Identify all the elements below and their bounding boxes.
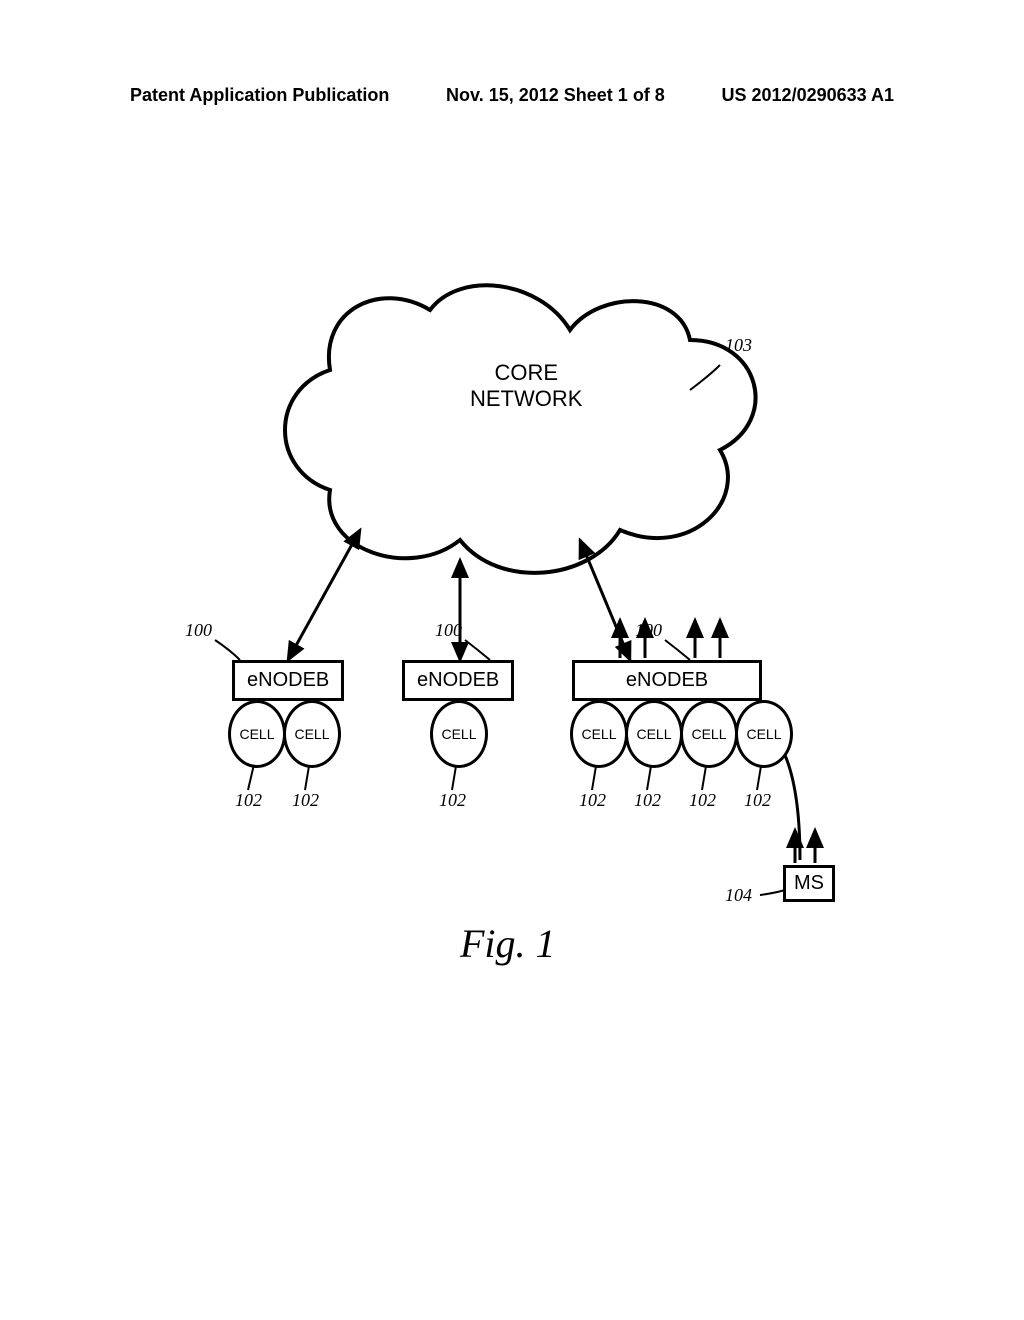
cell-ref-4: 102 bbox=[579, 790, 606, 811]
page-header: Patent Application Publication Nov. 15, … bbox=[0, 85, 1024, 106]
cloud-label-line1: CORE bbox=[494, 360, 558, 385]
network-diagram: CORE NETWORK 103 bbox=[180, 300, 880, 950]
cell-label-4: CELL bbox=[581, 726, 616, 742]
cloud-shape bbox=[260, 270, 820, 590]
figure-label: Fig. 1 bbox=[460, 920, 556, 967]
enodeb-ref-2: 100 bbox=[435, 620, 462, 641]
cell-label-6: CELL bbox=[691, 726, 726, 742]
cloud-ref: 103 bbox=[725, 335, 752, 356]
cell-label-3: CELL bbox=[441, 726, 476, 742]
enodeb-box-3: eNODEB bbox=[572, 660, 762, 701]
cloud-label: CORE NETWORK bbox=[470, 360, 582, 413]
cell-label-5: CELL bbox=[636, 726, 671, 742]
enodeb-box-2: eNODEB bbox=[402, 660, 514, 701]
cell-7: CELL bbox=[735, 700, 793, 768]
cell-ref-6: 102 bbox=[689, 790, 716, 811]
cell-5: CELL bbox=[625, 700, 683, 768]
cell-3: CELL bbox=[430, 700, 488, 768]
header-center: Nov. 15, 2012 Sheet 1 of 8 bbox=[446, 85, 665, 106]
ms-label: MS bbox=[794, 872, 824, 894]
cell-ref-1: 102 bbox=[235, 790, 262, 811]
cell-4: CELL bbox=[570, 700, 628, 768]
cell-2: CELL bbox=[283, 700, 341, 768]
cell-ref-5: 102 bbox=[634, 790, 661, 811]
enodeb-ref-3: 100 bbox=[635, 620, 662, 641]
cell-label-2: CELL bbox=[294, 726, 329, 742]
cell-1: CELL bbox=[228, 700, 286, 768]
enodeb-label-1: eNODEB bbox=[247, 669, 329, 691]
enodeb-label-3: eNODEB bbox=[626, 669, 708, 691]
cell-label-1: CELL bbox=[239, 726, 274, 742]
cell-label-7: CELL bbox=[746, 726, 781, 742]
header-left: Patent Application Publication bbox=[130, 85, 389, 106]
cell-6: CELL bbox=[680, 700, 738, 768]
cell-ref-7: 102 bbox=[744, 790, 771, 811]
cell-ref-3: 102 bbox=[439, 790, 466, 811]
ms-box: MS bbox=[783, 865, 835, 902]
ms-ref: 104 bbox=[725, 885, 752, 906]
cell-ref-2: 102 bbox=[292, 790, 319, 811]
enodeb-label-2: eNODEB bbox=[417, 669, 499, 691]
header-right: US 2012/0290633 A1 bbox=[722, 85, 894, 106]
cloud-label-line2: NETWORK bbox=[470, 386, 582, 411]
enodeb-ref-1: 100 bbox=[185, 620, 212, 641]
enodeb-box-1: eNODEB bbox=[232, 660, 344, 701]
